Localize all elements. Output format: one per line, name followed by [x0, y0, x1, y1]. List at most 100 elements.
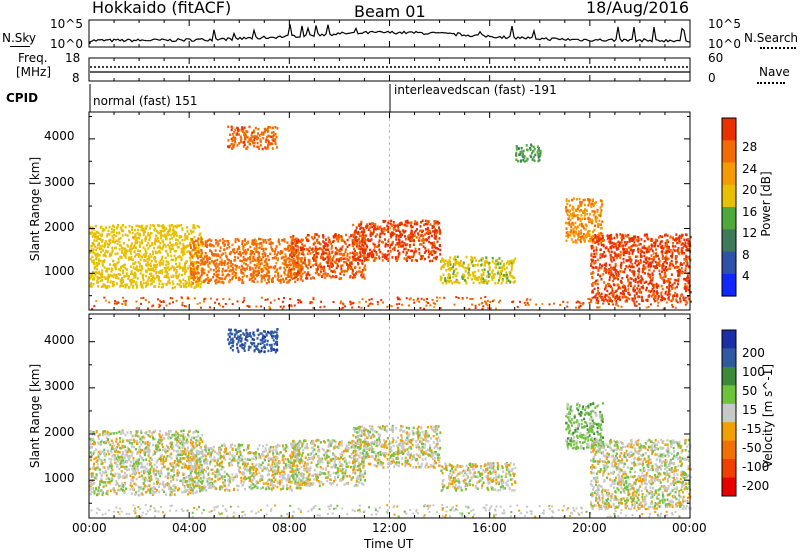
power-cell — [571, 221, 574, 225]
power-cell — [192, 269, 195, 272]
power-cell — [480, 264, 483, 267]
power-cell — [354, 237, 357, 240]
power-cell — [151, 243, 154, 246]
power-cell — [636, 281, 639, 284]
power-cell — [506, 279, 508, 283]
power-cell — [247, 140, 250, 144]
power-cell — [409, 239, 412, 243]
power-cell — [315, 263, 318, 267]
power-cell — [91, 242, 94, 245]
power-cell — [258, 262, 261, 266]
power-cell — [122, 284, 124, 288]
power-cell — [445, 279, 448, 282]
power-cell — [117, 224, 119, 227]
power-cell — [328, 259, 331, 263]
velocity-cell — [168, 432, 171, 435]
power-cell — [686, 263, 689, 267]
power-cell — [91, 274, 94, 277]
power-cell — [401, 233, 404, 237]
power-cell — [253, 252, 256, 256]
power-cell — [288, 266, 291, 270]
power-cell — [650, 247, 653, 250]
power-cell — [622, 290, 625, 293]
power-cell — [135, 253, 138, 256]
power-cell — [158, 232, 161, 235]
power-cell — [147, 307, 149, 310]
power-cell — [293, 271, 296, 275]
power-cell — [664, 257, 667, 261]
power-cell — [255, 249, 258, 253]
power-cell — [89, 277, 92, 280]
power-cell — [626, 248, 628, 251]
power-cell — [580, 214, 583, 217]
power-cell — [188, 265, 191, 268]
power-cell — [678, 252, 681, 255]
power-cell — [457, 297, 460, 299]
power-cell — [320, 247, 323, 251]
power-cell — [264, 259, 267, 263]
power-cell — [336, 249, 339, 252]
power-cell — [367, 252, 369, 256]
power-cell — [184, 270, 187, 273]
power-cell — [214, 301, 217, 304]
power-cell — [296, 244, 299, 248]
power-cell — [485, 303, 488, 306]
power-cell — [259, 138, 262, 141]
power-cell — [303, 258, 306, 262]
power-cell — [139, 241, 142, 244]
power-cell — [340, 239, 343, 242]
power-cell — [222, 241, 225, 244]
power-cell — [262, 131, 265, 134]
power-cell — [179, 235, 181, 239]
power-cell — [584, 198, 587, 202]
power-cell — [230, 261, 233, 265]
nsearch-label: N.Search — [744, 31, 799, 45]
power-cell — [144, 239, 147, 242]
power-cell — [496, 262, 499, 266]
power-cell — [354, 265, 357, 269]
power-cell — [246, 304, 249, 307]
power-cell — [359, 248, 362, 251]
power-cell — [595, 219, 598, 222]
power-cell — [369, 302, 372, 305]
power-cell — [294, 262, 297, 265]
power-cell — [283, 247, 286, 251]
power-cell — [214, 264, 217, 268]
power-cell — [322, 258, 325, 261]
power-cell — [255, 273, 258, 276]
power-cell — [685, 233, 688, 237]
power-cell — [652, 286, 655, 289]
power-cell — [583, 217, 586, 220]
power-cell — [189, 259, 192, 262]
power-cell — [324, 276, 327, 279]
power-cell — [465, 255, 468, 259]
power-cell — [327, 248, 330, 251]
power-cell — [360, 230, 363, 234]
power-cell — [282, 305, 285, 308]
power-cell — [159, 251, 162, 254]
power-cell — [640, 255, 643, 258]
power-cell — [103, 254, 106, 257]
power-cell — [154, 234, 157, 237]
power-cell — [167, 254, 170, 257]
power-cell — [253, 130, 255, 134]
power-cell — [218, 277, 221, 280]
power-cell — [96, 246, 99, 249]
power-cell — [411, 225, 414, 229]
power-cell — [323, 305, 326, 308]
power-cell — [375, 253, 378, 256]
power-cell — [91, 273, 94, 276]
power-cell — [401, 303, 404, 306]
power-cell — [280, 256, 283, 259]
power-cell — [236, 300, 239, 303]
power-cell — [266, 298, 269, 301]
power-cell — [247, 257, 250, 260]
power-cell — [343, 270, 346, 273]
power-cell — [125, 272, 128, 275]
power-cell — [200, 306, 202, 309]
power-cell — [505, 271, 508, 274]
power-cell — [334, 234, 337, 237]
power-cell — [207, 279, 210, 282]
power-cell — [142, 227, 145, 231]
power-cell — [628, 268, 631, 272]
